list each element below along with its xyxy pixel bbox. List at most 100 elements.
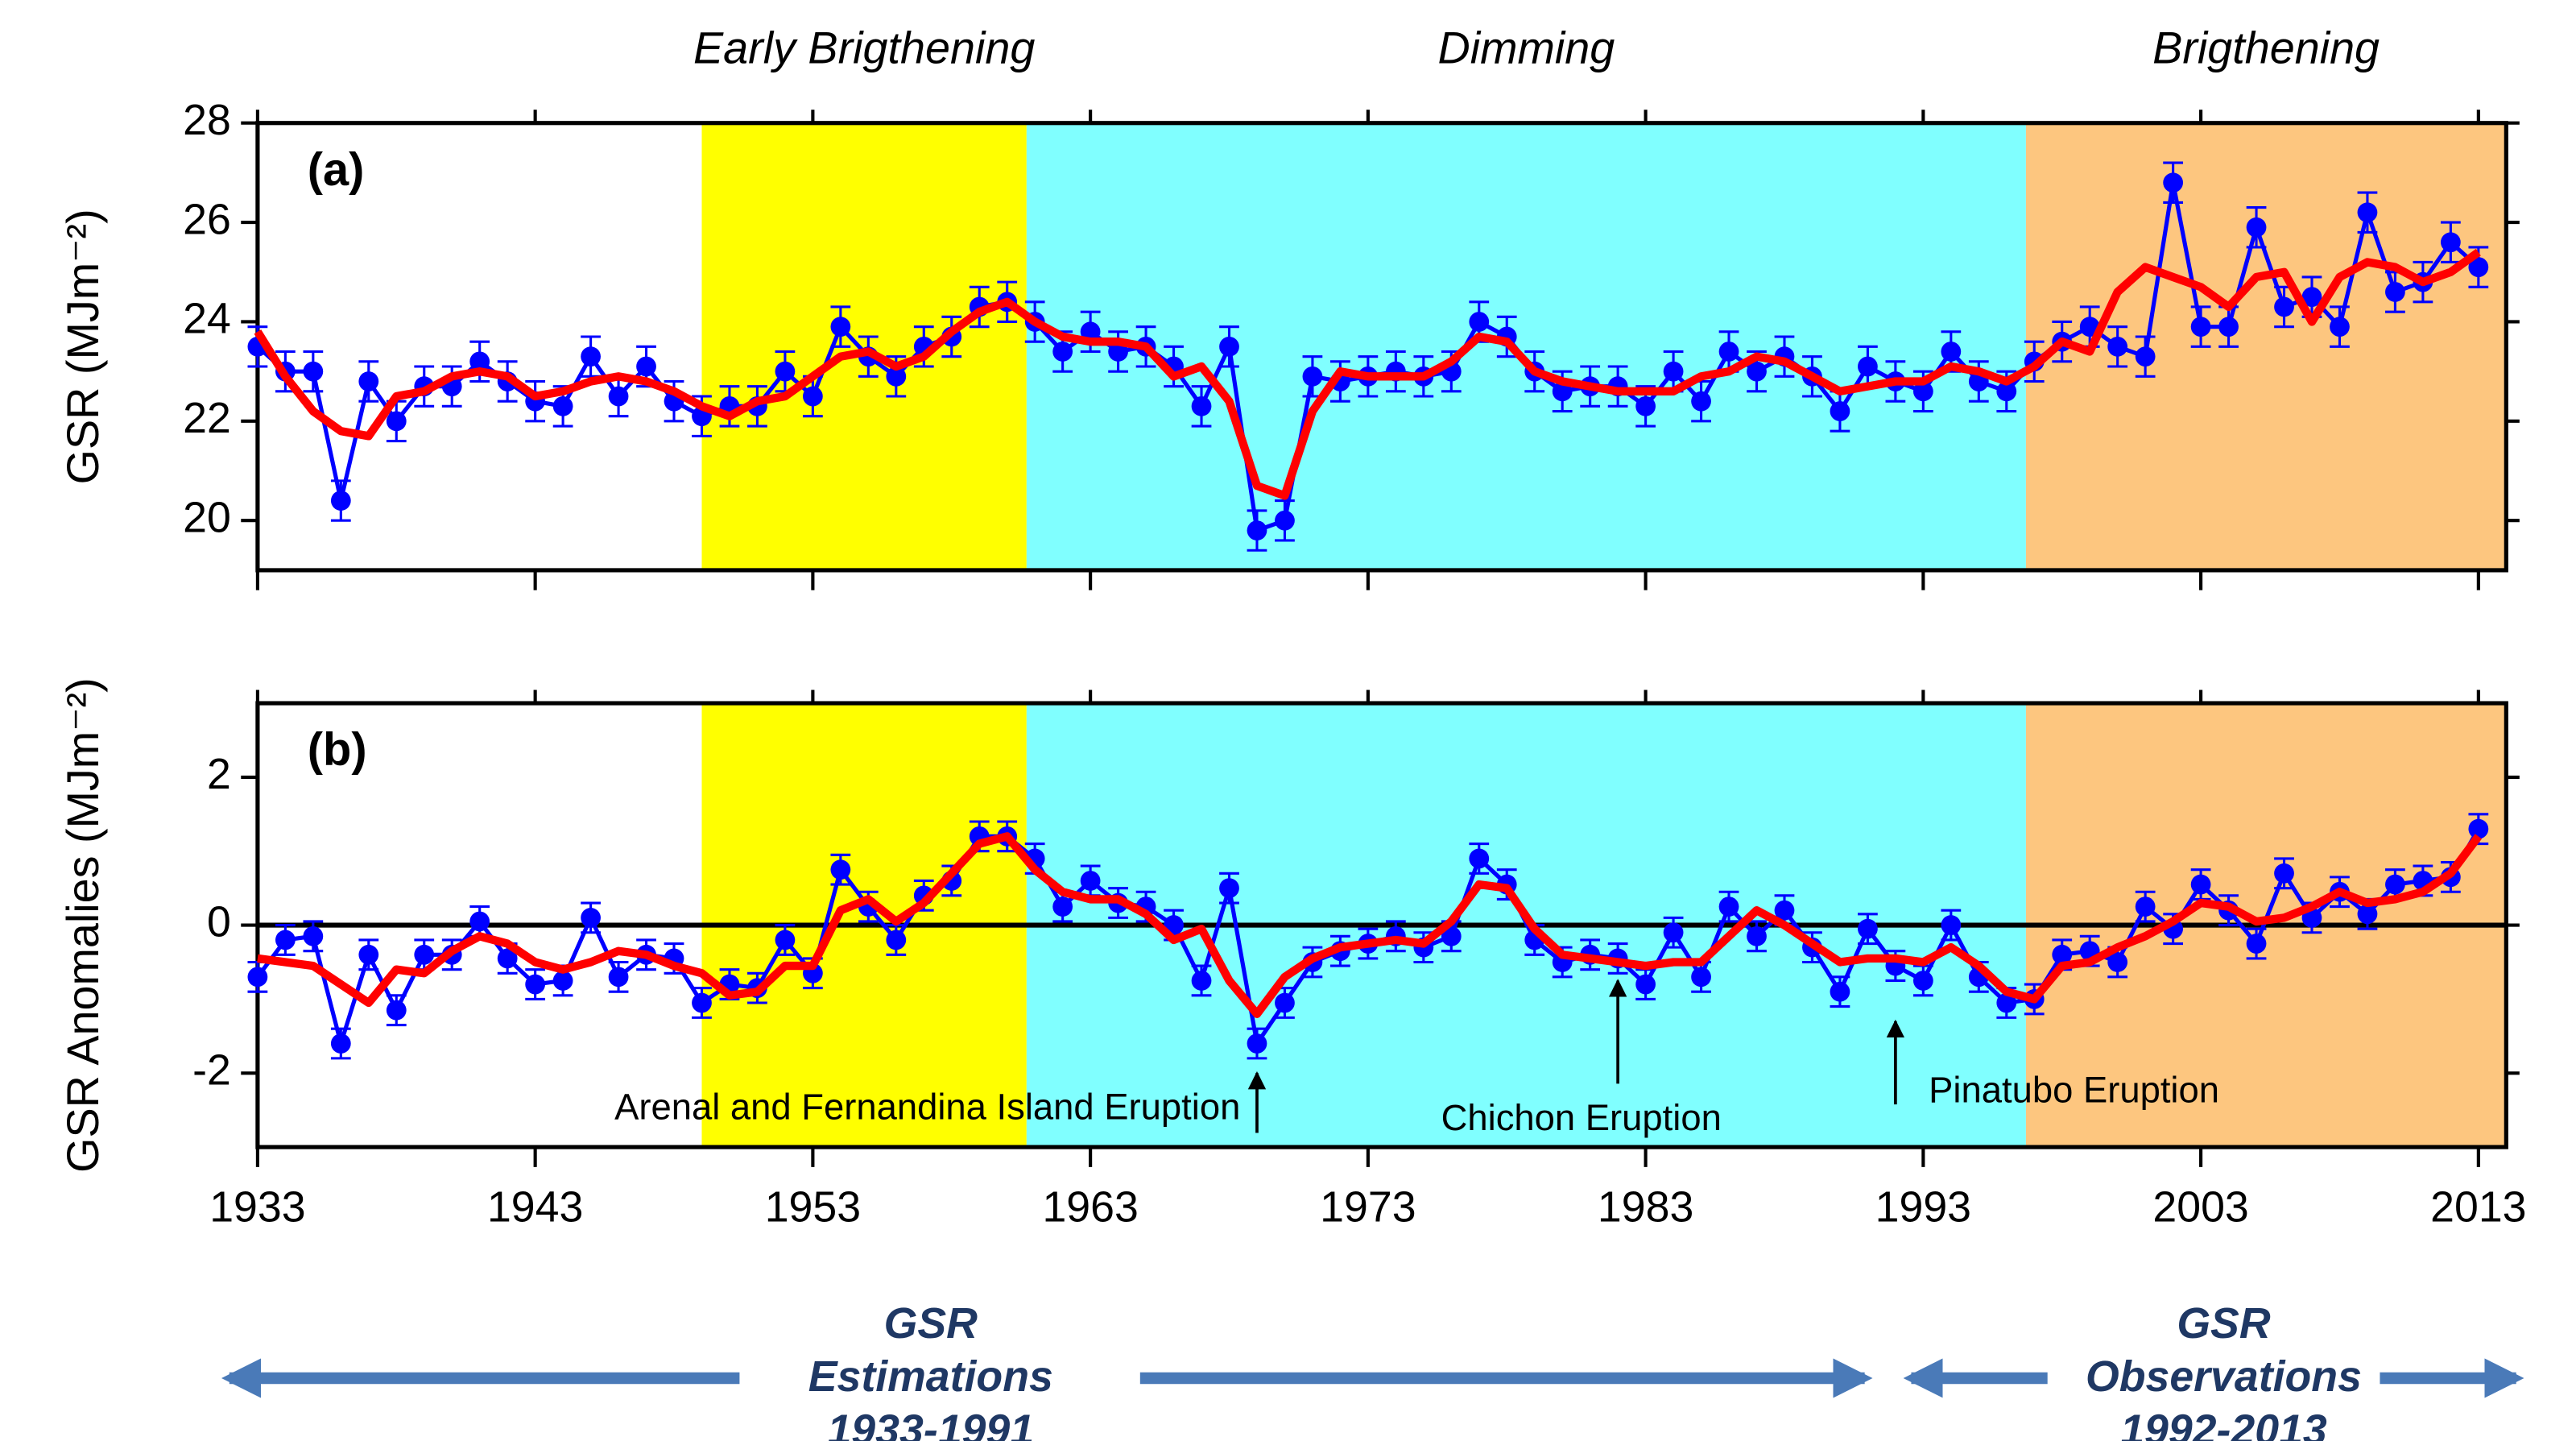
data-point [303,925,324,946]
data-point [775,930,796,950]
x-tick-label: 2003 [2152,1183,2248,1232]
data-point [636,356,656,377]
data-point [1191,395,1212,416]
data-point [1635,395,1656,416]
data-point [552,971,573,991]
data-point [1830,401,1850,421]
data-point [358,944,379,965]
data-point [303,361,324,382]
data-point [608,386,629,407]
data-point [2107,336,2128,357]
data-point [1747,925,1767,946]
data-point [1718,342,1739,362]
data-point [330,491,351,511]
y-axis-label: GSR Anomalies (MJm⁻²) [58,677,108,1173]
data-point [2301,287,2322,308]
data-point [2135,346,2156,367]
period-shade [2025,122,2507,570]
x-tick-label: 1973 [1320,1183,1416,1232]
panel-label: (b) [308,724,367,776]
data-point [2107,952,2128,972]
data-point [2357,202,2378,223]
data-point [525,974,546,995]
x-tick-label: 1963 [1042,1183,1138,1232]
data-point [1302,366,1323,387]
data-point [1080,871,1101,891]
data-point [581,907,601,928]
footer-label: GSR [2177,1299,2271,1348]
data-point [1469,312,1490,332]
data-point [275,930,296,950]
data-point [386,411,407,432]
period-label: Dimming [1437,23,1615,73]
y-axis-label: GSR (MJm⁻²) [58,209,108,484]
data-point [1830,981,1850,1002]
data-point [1663,361,1684,382]
data-point [1663,922,1684,943]
data-point [414,944,435,965]
smoothed-line [254,248,2481,500]
data-point [886,366,907,387]
data-point [2218,317,2239,337]
data-point [1275,992,1295,1013]
data-point [1219,336,1239,357]
data-point [803,386,823,407]
x-tick-label: 1953 [765,1183,861,1232]
panel-label: (a) [308,144,365,196]
data-point [2190,874,2211,895]
data-point [2190,317,2211,337]
data-point [1191,971,1212,991]
y-tick-label: 26 [183,195,231,243]
data-point [330,1033,351,1054]
data-point [1469,848,1490,869]
data-point [1747,361,1767,382]
data-point [1247,1033,1267,1054]
footer-label: 1933-1991 [827,1406,1034,1441]
data-point [1858,918,1878,939]
data-point [2385,282,2405,302]
data-point [581,346,601,367]
data-point [2052,944,2073,965]
data-point [2330,317,2350,337]
x-tick-label: 1983 [1598,1183,1693,1232]
data-point [469,911,490,932]
data-point [2135,896,2156,917]
period-label: Early Brigthening [693,23,1035,73]
data-point [358,371,379,391]
annotation: Arenal and Fernandina Island Eruption [614,1087,1240,1128]
data-point [830,317,851,337]
footer-label: 1992-2013 [2120,1406,2327,1441]
plot-frame [255,701,2508,1149]
data-point [2357,904,2378,925]
y-tick-label: -2 [192,1046,231,1094]
data-point [2163,172,2184,193]
x-tick-label: 1933 [209,1183,305,1232]
data-point [247,967,268,988]
footer-label: Observations [2086,1352,2362,1401]
smoothed-line [257,832,2482,1018]
data-point [1996,381,2017,402]
data-point [1912,381,1933,402]
x-tick-label: 1993 [1875,1183,1971,1232]
y-tick-label: 28 [183,96,231,144]
data-point [1441,925,1462,946]
y-tick-label: 24 [183,295,231,343]
y-tick-label: 20 [183,493,231,541]
data-point [386,1000,407,1021]
data-point [2274,863,2294,884]
data-point [1718,896,1739,917]
annotation: Chichon Eruption [1441,1097,1722,1138]
period-shade [701,122,1027,570]
annotation: Pinatubo Eruption [1929,1070,2219,1111]
data-point [1996,992,2017,1013]
data-point [1774,900,1795,921]
x-tick-label: 2013 [2430,1183,2526,1232]
data-point [1219,878,1239,899]
x-tick-label: 1943 [487,1183,583,1232]
data-point [2246,217,2267,238]
data-point [830,859,851,880]
data-point [2385,874,2405,895]
data-point [608,967,629,988]
